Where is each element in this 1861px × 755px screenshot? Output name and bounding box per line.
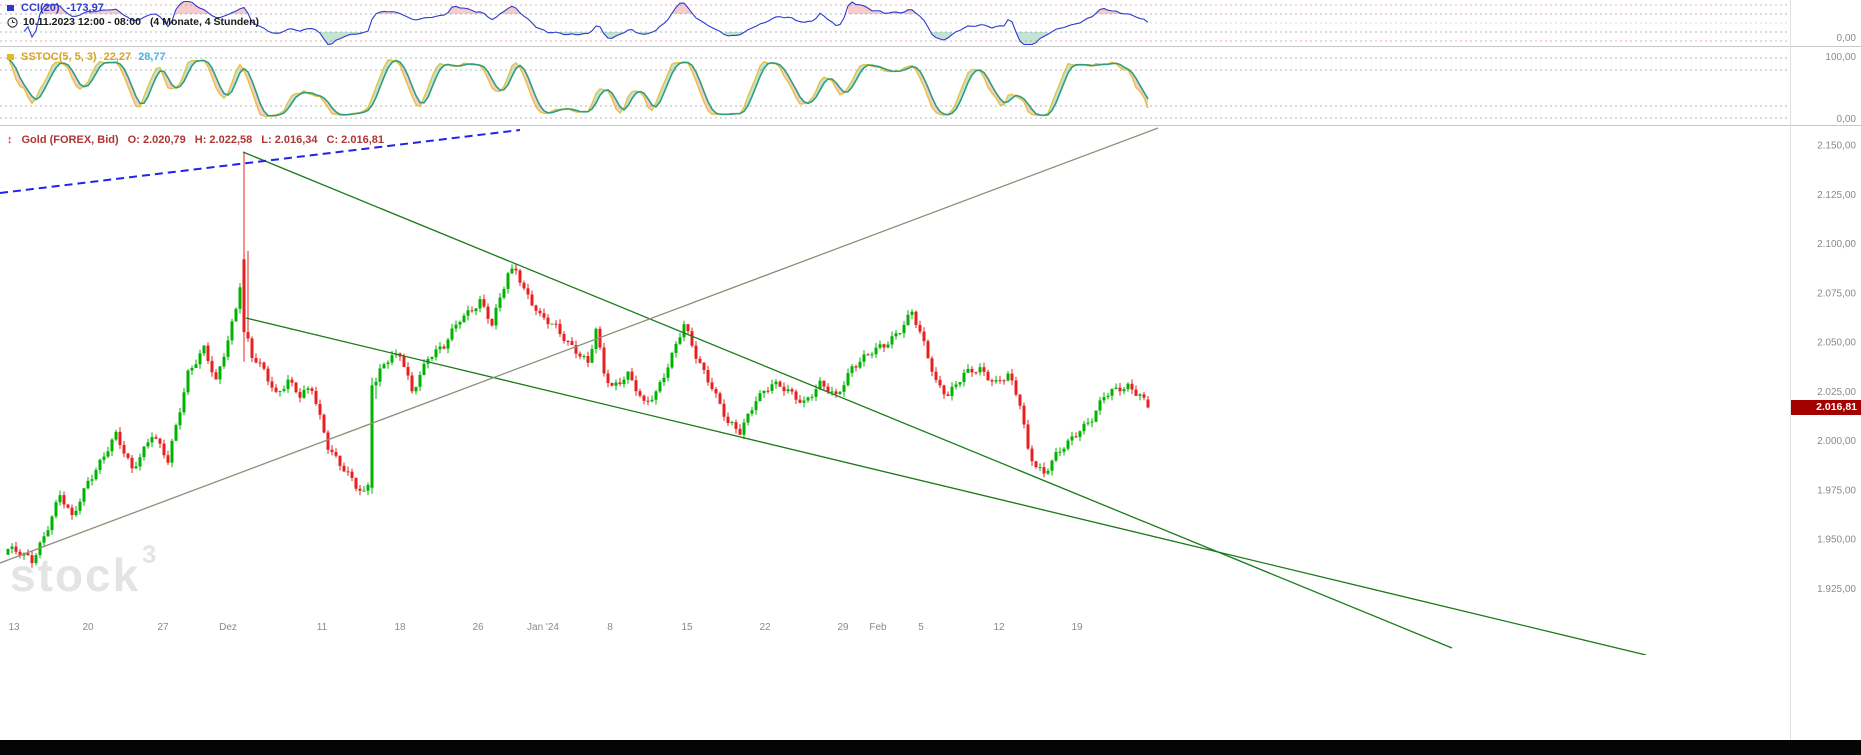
axes: 2.150,00 2.125,00 2.100,00 2.075,00 2.050,00… — [8, 33, 1856, 633]
bottom-bar — [0, 740, 1861, 755]
price-tick-label: 1.950,00 — [1817, 535, 1856, 546]
time-tick-label: 11 — [317, 622, 328, 633]
time-tick-label: 26 — [472, 622, 484, 633]
cci-axis-label: 0,00 — [1837, 33, 1857, 44]
symbol-legend[interactable]: ↕ Gold (FOREX, Bid) O: 2.020,79 H: 2.022… — [7, 134, 384, 146]
candles — [6, 152, 1150, 568]
time-tick-label: 20 — [82, 622, 94, 633]
date-range: 10.11.2023 12:00 - 08:00 — [23, 16, 141, 28]
sstoc-value-k: 22,27 — [103, 51, 132, 63]
price-tick-label: 1.925,00 — [1817, 584, 1856, 595]
time-tick-label: 15 — [681, 622, 693, 633]
chart-timestamp: 10.11.2023 12:00 - 08:00 (4 Monate, 4 St… — [7, 16, 259, 28]
time-tick-label: Jan '24 — [527, 622, 559, 633]
time-tick-label: 29 — [837, 622, 849, 633]
sstoc-indicator-legend[interactable]: SSTOC(5, 5, 3) 22,27 28,77 — [7, 51, 166, 63]
cci-label: CCI(20) — [21, 2, 60, 14]
price-tick-label: 2.000,00 — [1817, 436, 1856, 447]
sstoc-value-d: 28,77 — [138, 51, 166, 63]
price-tick-label: 2.075,00 — [1817, 288, 1856, 299]
high-value: H: 2.022,58 — [194, 134, 253, 146]
close-value: C: 2.016,81 — [326, 134, 384, 146]
price-tick-label: 2.125,00 — [1817, 190, 1856, 201]
open-value: O: 2.020,79 — [127, 134, 186, 146]
descending-trendline-steep — [242, 151, 1453, 649]
cci-panel — [0, 1, 1790, 46]
price-tick-label: 2.100,00 — [1817, 239, 1856, 250]
time-tick-label: 18 — [394, 622, 406, 633]
time-tick-label: 27 — [157, 622, 169, 633]
descending-trendline-shallow — [245, 317, 1647, 655]
cci-legend-icon — [7, 5, 14, 11]
current-price-badge: 2.016,81 — [1791, 400, 1861, 415]
price-tick-label: 1.975,00 — [1817, 485, 1856, 496]
time-tick-label: 22 — [759, 622, 771, 633]
sstoc-legend-icon — [7, 54, 14, 60]
time-tick-label: 13 — [8, 622, 20, 633]
clock-icon — [7, 16, 18, 28]
sstoc-axis-label: 0,00 — [1837, 114, 1857, 125]
trendlines — [0, 127, 1647, 655]
time-tick-label: Dez — [219, 622, 237, 633]
time-tick-label: 12 — [993, 622, 1005, 633]
low-value: L: 2.016,34 — [261, 134, 318, 146]
sstoc-axis-label: 100,00 — [1825, 52, 1856, 63]
time-tick-label: 19 — [1071, 622, 1083, 633]
timeframe: (4 Monate, 4 Stunden) — [149, 16, 260, 28]
time-tick-label: 5 — [918, 622, 924, 633]
price-tick-label: 2.150,00 — [1817, 141, 1856, 152]
sstoc-label: SSTOC(5, 5, 3) — [21, 51, 97, 63]
cci-indicator-legend[interactable]: CCI(20) -173,97 — [7, 2, 104, 14]
time-tick-label: Feb — [869, 622, 887, 633]
updown-icon: ↕ — [7, 134, 13, 146]
symbol-name: Gold (FOREX, Bid) — [21, 134, 119, 146]
sstoc-panel — [0, 57, 1790, 119]
price-tick-label: 2.025,00 — [1817, 387, 1856, 398]
price-tick-label: 2.050,00 — [1817, 338, 1856, 349]
time-tick-label: 8 — [607, 622, 613, 633]
cci-value: -173,97 — [66, 2, 104, 14]
dashed-resistance-line — [0, 129, 521, 194]
ascending-trendline — [0, 127, 1159, 564]
